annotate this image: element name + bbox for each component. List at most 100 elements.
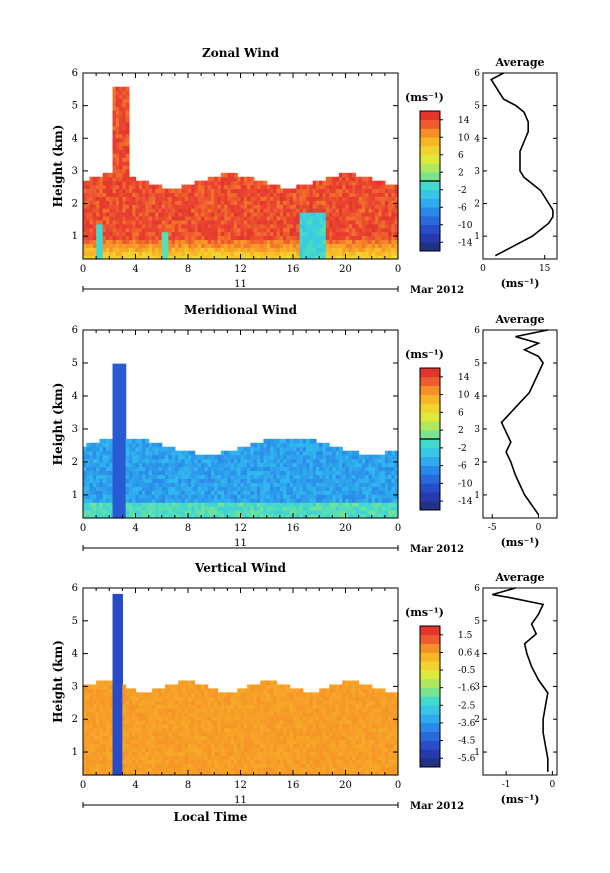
heatmap-cell [188, 239, 192, 244]
heatmap-cell [122, 704, 127, 709]
heatmap-cell [184, 723, 189, 729]
heatmap-cell [217, 235, 222, 241]
heatmap-cell [352, 208, 356, 213]
heatmap-cell [237, 239, 242, 244]
heatmap-cell [355, 239, 360, 244]
heatmap-cell [158, 255, 163, 260]
colorbar-tick-label: 2 [458, 426, 464, 436]
heatmap-cell [247, 454, 251, 460]
heatmap-cell [86, 184, 91, 190]
heatmap-cell [112, 672, 117, 678]
heatmap-cell [151, 243, 156, 248]
heatmap-cell [358, 219, 363, 225]
heatmap-cell [119, 426, 123, 432]
heatmap-cell [296, 196, 301, 201]
heatmap-cell [105, 442, 110, 448]
heatmap-cell [388, 498, 393, 503]
heatmap-cell [312, 235, 317, 241]
heatmap-cell [361, 494, 366, 499]
heatmap-cell [132, 184, 137, 190]
heatmap-cell [138, 462, 143, 468]
heatmap-cell [115, 692, 120, 697]
heatmap-cell [155, 478, 160, 483]
heatmap-cell [207, 486, 212, 491]
heatmap-cell [115, 755, 120, 760]
heatmap-cell [355, 243, 360, 248]
heatmap-cell [105, 704, 110, 709]
heatmap-cell [171, 215, 176, 221]
heatmap-cell [109, 763, 114, 768]
heatmap-cell [233, 219, 238, 225]
heatmap-cell [263, 454, 268, 460]
heatmap-cell [135, 692, 140, 697]
heatmap-cell [92, 514, 97, 519]
heatmap-cell [368, 212, 373, 217]
heatmap-cell [161, 212, 166, 217]
colorbar-tick-label: 10 [458, 391, 470, 401]
heatmap-cell [119, 184, 123, 190]
heatmap-cell [391, 482, 396, 487]
heatmap-cell [358, 192, 363, 197]
heatmap-cell [112, 375, 117, 381]
heatmap-cell [92, 239, 97, 244]
heatmap-cell [227, 498, 232, 503]
heatmap-cell [122, 407, 127, 412]
heatmap-cell [253, 184, 258, 190]
heatmap-cell [224, 247, 228, 252]
heatmap-cell [168, 486, 173, 491]
heatmap-cell [155, 243, 160, 248]
heatmap-cell [105, 235, 110, 241]
heatmap-cell [165, 719, 169, 725]
heatmap-cell [145, 719, 150, 725]
heatmap-cell [148, 239, 153, 244]
heatmap-cell [181, 204, 186, 209]
heatmap-cell [105, 184, 110, 190]
heatmap-cell [188, 188, 192, 194]
heatmap-cell [256, 454, 261, 460]
heatmap-cell [155, 755, 160, 760]
heatmap-cell [319, 470, 324, 476]
heatmap-cell [315, 470, 320, 476]
heatmap-cell [355, 180, 360, 186]
heatmap-cell [279, 223, 284, 229]
heatmap-cell [342, 482, 347, 487]
heatmap-cell [197, 212, 202, 217]
heatmap-cell [365, 223, 370, 229]
heatmap-cell [391, 486, 396, 491]
heatmap-cell [115, 375, 120, 381]
heatmap-cell [112, 751, 117, 756]
heatmap-cell [138, 442, 143, 448]
heatmap-cell [125, 200, 130, 205]
heatmap-cell [227, 208, 232, 213]
heatmap-cell [342, 514, 347, 519]
heatmap-cell [289, 215, 294, 221]
heatmap-cell [335, 502, 340, 507]
heatmap-cell [145, 243, 150, 248]
heatmap-cell [181, 712, 186, 717]
heatmap-cell [329, 458, 333, 464]
heatmap-cell [171, 723, 176, 729]
heatmap-cell [352, 192, 356, 197]
heatmap-cell [227, 192, 232, 197]
heatmap-cell [112, 680, 117, 686]
heatmap-cell [319, 251, 324, 256]
heatmap-cell [230, 458, 235, 464]
heatmap-cell [214, 482, 219, 487]
heatmap-cell [250, 239, 255, 244]
heatmap-cell [289, 446, 294, 452]
heatmap-cell [315, 208, 320, 213]
heatmap-cell [233, 204, 238, 209]
heatmap-cell [230, 231, 235, 237]
heatmap-cell [250, 478, 255, 483]
heatmap-cell [188, 200, 192, 205]
heatmap-cell [161, 486, 166, 491]
heatmap-cell [224, 208, 228, 213]
heatmap-cell [233, 196, 238, 201]
heatmap-cell [83, 239, 87, 244]
heatmap-cell [279, 450, 284, 456]
heatmap-cell [92, 759, 97, 764]
heatmap-cell [309, 470, 314, 476]
heatmap-cell [102, 743, 107, 749]
heatmap-cell [155, 510, 160, 515]
heatmap-cell [381, 502, 386, 507]
